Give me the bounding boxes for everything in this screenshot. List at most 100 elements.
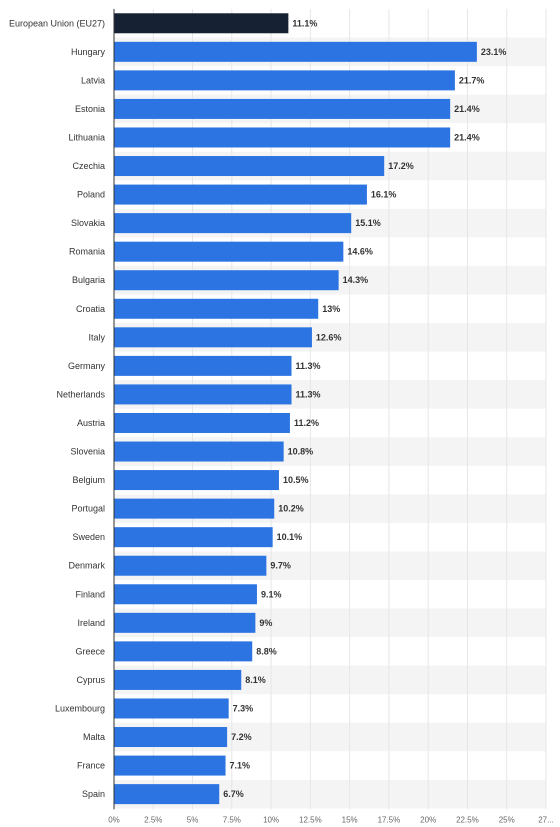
value-label: 13% bbox=[322, 304, 340, 314]
bar bbox=[114, 213, 352, 234]
category-label: Germany bbox=[68, 361, 106, 371]
bar bbox=[114, 156, 385, 177]
x-tick-label: 12.5% bbox=[299, 815, 322, 824]
value-label: 7.1% bbox=[230, 761, 251, 771]
value-label: 11.3% bbox=[296, 389, 321, 399]
category-label: Latvia bbox=[81, 75, 105, 85]
bar bbox=[114, 698, 229, 719]
bar bbox=[114, 441, 284, 462]
x-tick-label: 27... bbox=[538, 815, 554, 824]
value-label: 8.1% bbox=[245, 675, 266, 685]
x-tick-label: 15% bbox=[342, 815, 358, 824]
x-tick-label: 22.5% bbox=[456, 815, 479, 824]
bar bbox=[114, 727, 228, 748]
bar bbox=[114, 270, 339, 291]
category-label: European Union (EU27) bbox=[9, 18, 105, 28]
value-label: 10.5% bbox=[283, 475, 309, 485]
x-tick-label: 2.5% bbox=[144, 815, 162, 824]
bar bbox=[114, 784, 220, 805]
value-label: 9.1% bbox=[261, 589, 282, 599]
category-label: Croatia bbox=[76, 304, 105, 314]
value-label: 23.1% bbox=[481, 47, 507, 57]
x-tick-label: 25% bbox=[499, 815, 515, 824]
category-label: Ireland bbox=[77, 618, 105, 628]
value-label: 10.8% bbox=[288, 447, 314, 457]
category-label: Sweden bbox=[72, 532, 105, 542]
x-tick-label: 5% bbox=[187, 815, 199, 824]
bar bbox=[114, 184, 367, 205]
x-tick-labels: 0% 2.5% 5% 7.5% 10% 12.5% 15% 17.5% 20% 22.5% 25% 2… bbox=[108, 815, 554, 824]
bar bbox=[114, 555, 267, 576]
category-label: Cyprus bbox=[76, 675, 105, 685]
bar bbox=[114, 470, 279, 491]
value-label: 11.1% bbox=[292, 18, 317, 28]
bar bbox=[114, 41, 477, 62]
x-tick-label: 7.5% bbox=[223, 815, 241, 824]
bar bbox=[114, 641, 253, 662]
value-label: 16.1% bbox=[371, 190, 397, 200]
category-label: Italy bbox=[88, 332, 105, 342]
bars bbox=[114, 13, 477, 805]
category-label: France bbox=[77, 761, 105, 771]
category-label: Finland bbox=[75, 589, 105, 599]
x-tick-label: 17.5% bbox=[378, 815, 401, 824]
bar bbox=[114, 669, 242, 690]
bar bbox=[114, 241, 344, 262]
value-label: 9.7% bbox=[270, 561, 291, 571]
category-label: Slovakia bbox=[71, 218, 105, 228]
category-label: Luxembourg bbox=[55, 703, 105, 713]
value-label: 7.3% bbox=[233, 703, 254, 713]
category-label: Bulgaria bbox=[72, 275, 105, 285]
bar bbox=[114, 755, 226, 776]
bar bbox=[114, 298, 319, 319]
category-label: Estonia bbox=[75, 104, 105, 114]
value-label: 9% bbox=[259, 618, 272, 628]
bar bbox=[114, 384, 292, 405]
x-tick-label: 0% bbox=[108, 815, 120, 824]
category-label: Hungary bbox=[71, 47, 106, 57]
category-label: Poland bbox=[77, 190, 105, 200]
category-label: Czechia bbox=[72, 161, 105, 171]
category-label: Lithuania bbox=[68, 132, 105, 142]
value-label: 15.1% bbox=[355, 218, 381, 228]
bar bbox=[114, 355, 292, 376]
category-labels: European Union (EU27) Hungary Latvia Estoni… bbox=[9, 18, 106, 799]
bar bbox=[114, 127, 451, 148]
bar bbox=[114, 327, 312, 348]
bar bbox=[114, 13, 289, 34]
value-label: 8.8% bbox=[256, 646, 277, 656]
value-label: 10.1% bbox=[277, 532, 303, 542]
bar bbox=[114, 412, 290, 433]
bar bbox=[114, 527, 273, 548]
bar bbox=[114, 98, 451, 119]
category-label: Austria bbox=[77, 418, 105, 428]
value-label: 14.3% bbox=[343, 275, 369, 285]
value-label: 17.2% bbox=[388, 161, 414, 171]
value-label: 21.7% bbox=[459, 75, 485, 85]
value-labels: 11.1% 23.1% 21.7% 21.4% 21.4% 17.2% 16.1% 15.1%… bbox=[223, 18, 506, 799]
value-label: 11.3% bbox=[296, 361, 321, 371]
category-label: Romania bbox=[69, 247, 105, 257]
bar bbox=[114, 584, 257, 605]
value-label: 14.6% bbox=[347, 247, 373, 257]
value-label: 12.6% bbox=[316, 332, 342, 342]
value-label: 7.2% bbox=[231, 732, 252, 742]
category-label: Spain bbox=[82, 789, 105, 799]
category-label: Denmark bbox=[68, 561, 105, 571]
value-label: 21.4% bbox=[454, 132, 480, 142]
value-label: 21.4% bbox=[454, 104, 480, 114]
value-label: 6.7% bbox=[223, 789, 244, 799]
category-label: Portugal bbox=[71, 504, 105, 514]
category-label: Netherlands bbox=[56, 389, 105, 399]
value-label: 10.2% bbox=[278, 504, 304, 514]
category-label: Greece bbox=[75, 646, 105, 656]
category-label: Slovenia bbox=[70, 447, 105, 457]
category-label: Belgium bbox=[72, 475, 105, 485]
bar bbox=[114, 612, 256, 633]
category-label: Malta bbox=[83, 732, 105, 742]
bar bbox=[114, 70, 455, 91]
x-tick-label: 20% bbox=[420, 815, 436, 824]
bar bbox=[114, 498, 275, 519]
value-label: 11.2% bbox=[294, 418, 319, 428]
